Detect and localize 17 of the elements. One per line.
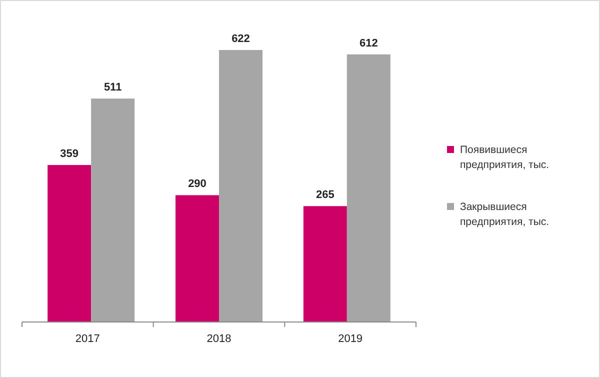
data-label: 359: [60, 148, 79, 160]
x-tick-label: 2018: [206, 333, 232, 345]
data-label: 511: [104, 82, 122, 94]
x-tick-label: 2019: [338, 333, 363, 345]
legend-label: Появившиеся предприятия, тыс.: [460, 144, 550, 171]
bar: [176, 195, 219, 322]
x-tick-label: 2017: [75, 333, 100, 345]
data-label: 290: [188, 178, 206, 190]
bar: [219, 50, 262, 322]
bar: [48, 165, 92, 322]
legend-label: Закрывшиеся предприятия, тыс.: [460, 201, 550, 228]
bar: [346, 54, 390, 322]
data-label: 265: [316, 189, 334, 202]
data-label: 622: [232, 33, 250, 45]
bar: [303, 206, 347, 322]
data-label: 612: [359, 37, 378, 50]
bar: [91, 98, 135, 322]
